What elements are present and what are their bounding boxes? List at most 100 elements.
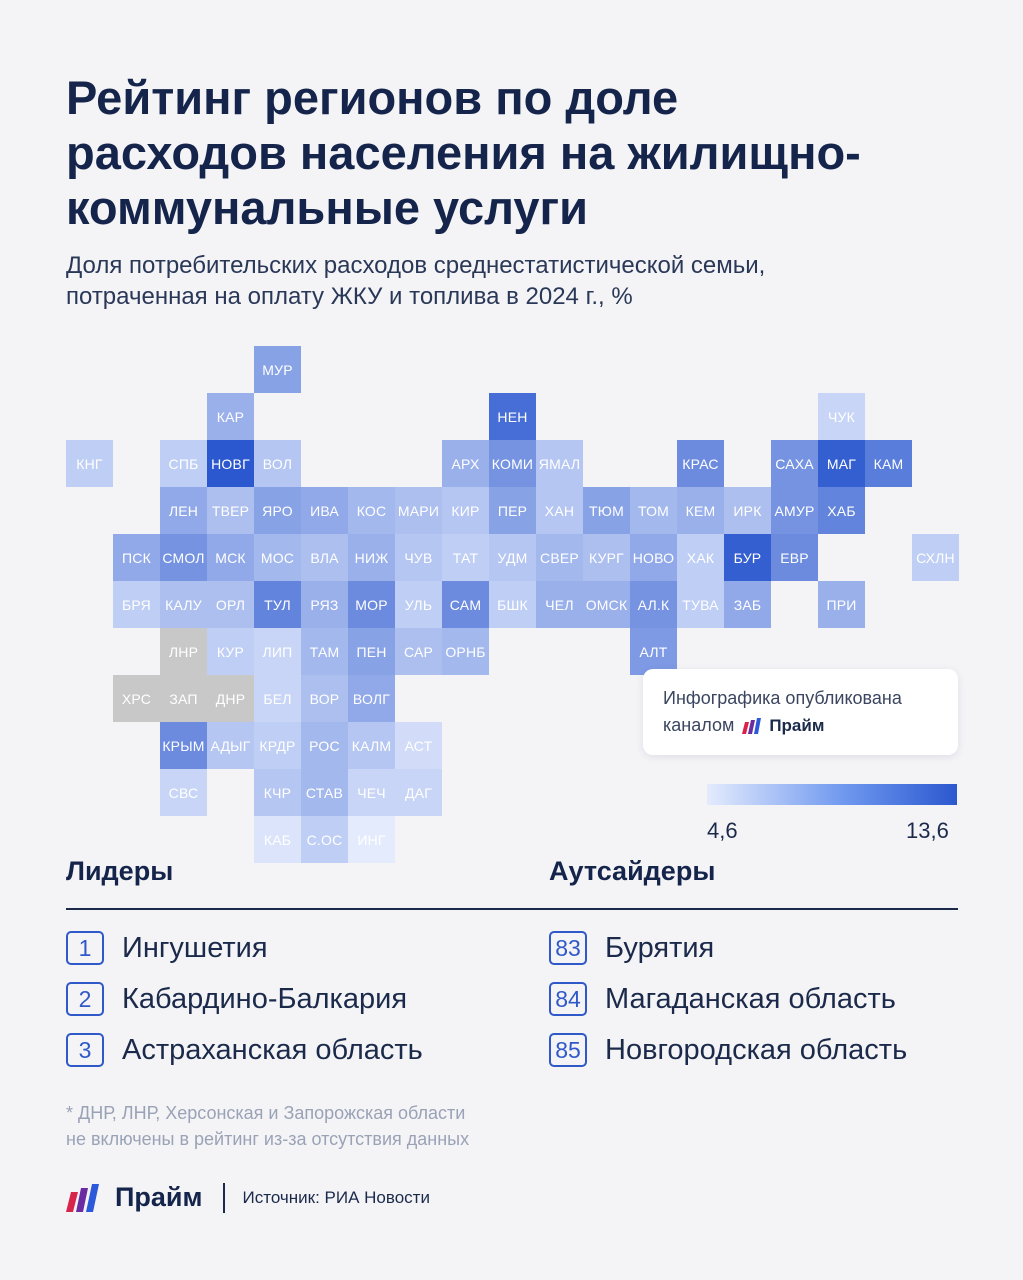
- region-tile: АМУР: [771, 487, 818, 534]
- region-tile: ЧУВ: [395, 534, 442, 581]
- region-tile: САХА: [771, 440, 818, 487]
- region-tile: ПРИ: [818, 581, 865, 628]
- legend-min: 4,6: [707, 818, 738, 843]
- region-name: Ингушетия: [122, 931, 268, 964]
- region-tile: ЛИП: [254, 628, 301, 675]
- region-tile: БУР: [724, 534, 771, 581]
- region-tile: КАЛУ: [160, 581, 207, 628]
- prime-logo-icon: [66, 1183, 106, 1212]
- region-tile: САР: [395, 628, 442, 675]
- region-tile: КНГ: [66, 440, 113, 487]
- region-tile: ТАМ: [301, 628, 348, 675]
- region-tile: ТВЕР: [207, 487, 254, 534]
- region-tile: АДЫГ: [207, 722, 254, 769]
- region-tile: БРЯ: [113, 581, 160, 628]
- region-tile: НИЖ: [348, 534, 395, 581]
- region-tile: САМ: [442, 581, 489, 628]
- region-tile: КАМ: [865, 440, 912, 487]
- region-tile: МАРИ: [395, 487, 442, 534]
- region-tile: ЧЕЛ: [536, 581, 583, 628]
- region-tile: ОРНБ: [442, 628, 489, 675]
- region-tile: КАБ: [254, 816, 301, 863]
- region-tile: ИРК: [724, 487, 771, 534]
- region-name: Астраханская область: [122, 1033, 423, 1066]
- outsider-row: 85 Новгородская область: [549, 1033, 907, 1067]
- region-name: Кабардино-Балкария: [122, 982, 408, 1015]
- region-tile: КРДР: [254, 722, 301, 769]
- region-tile: КАЛМ: [348, 722, 395, 769]
- divider: [66, 908, 958, 910]
- prime-logo-icon: [742, 717, 762, 734]
- footnote: * ДНР, ЛНР, Херсонская и Запорожская обл…: [66, 1103, 470, 1149]
- region-tile: КРЫМ: [160, 722, 207, 769]
- region-tile: ЧЕЧ: [348, 769, 395, 816]
- region-tile: ХАБ: [818, 487, 865, 534]
- footer: Прайм Источник: РИА Новости: [66, 1182, 430, 1213]
- region-tile: ЗАП: [160, 675, 207, 722]
- region-tile: МУР: [254, 346, 301, 393]
- region-tile: ТУВА: [677, 581, 724, 628]
- footer-separator: [222, 1182, 225, 1213]
- region-tile: АЛ.К: [630, 581, 677, 628]
- region-tile: ЛНР: [160, 628, 207, 675]
- region-tile: ТЮМ: [583, 487, 630, 534]
- rank-badge: 2: [66, 982, 104, 1016]
- rank-badge: 3: [66, 1033, 104, 1067]
- region-tile: ЯМАЛ: [536, 440, 583, 487]
- region-tile: СХЛН: [912, 534, 959, 581]
- region-tile: С.ОС: [301, 816, 348, 863]
- region-tile: КАР: [207, 393, 254, 440]
- region-tile: СВС: [160, 769, 207, 816]
- callout-brand: Прайм: [742, 712, 824, 739]
- region-tile: ЛЕН: [160, 487, 207, 534]
- rank-badge: 85: [549, 1033, 587, 1067]
- region-tile: ЕВР: [771, 534, 818, 581]
- leader-row: 3 Астраханская область: [66, 1033, 423, 1067]
- rank-badge: 83: [549, 931, 587, 965]
- leader-row: 1 Ингушетия: [66, 931, 268, 965]
- region-tile: ИНГ: [348, 816, 395, 863]
- source-text: Источник: РИА Новости: [242, 1187, 430, 1207]
- region-tile: ХАК: [677, 534, 724, 581]
- region-tile: КОС: [348, 487, 395, 534]
- region-tile: РОС: [301, 722, 348, 769]
- region-tile: ЗАБ: [724, 581, 771, 628]
- region-tile: ВОЛ: [254, 440, 301, 487]
- region-tile: АРХ: [442, 440, 489, 487]
- region-tile: ПЕР: [489, 487, 536, 534]
- region-tile: КРАС: [677, 440, 724, 487]
- legend-max: 13,6: [906, 818, 949, 843]
- region-tile: АЛТ: [630, 628, 677, 675]
- page-title: Рейтинг регионов по доле расходов населе…: [66, 71, 861, 234]
- rank-badge: 1: [66, 931, 104, 965]
- outsiders-heading: Аутсайдеры: [549, 856, 716, 886]
- region-tile: МОР: [348, 581, 395, 628]
- region-tile: ТУЛ: [254, 581, 301, 628]
- region-tile: УЛЬ: [395, 581, 442, 628]
- rank-badge: 84: [549, 982, 587, 1016]
- region-tile: БЕЛ: [254, 675, 301, 722]
- callout-line2: каналом: [663, 715, 735, 735]
- region-tile: УДМ: [489, 534, 536, 581]
- outsider-row: 83 Бурятия: [549, 931, 714, 965]
- region-name: Магаданская область: [605, 982, 896, 1015]
- leader-row: 2 Кабардино-Балкария: [66, 982, 407, 1016]
- region-tile: СПБ: [160, 440, 207, 487]
- region-tile: ТАТ: [442, 534, 489, 581]
- region-tile: ИВА: [301, 487, 348, 534]
- region-tile: БШК: [489, 581, 536, 628]
- legend-gradient: [707, 784, 957, 805]
- region-tile: МСК: [207, 534, 254, 581]
- region-tile: ТОМ: [630, 487, 677, 534]
- region-tile: ВЛА: [301, 534, 348, 581]
- region-tile: ОМСК: [583, 581, 630, 628]
- region-tile: ЯРО: [254, 487, 301, 534]
- region-tile: СМОЛ: [160, 534, 207, 581]
- region-name: Бурятия: [605, 931, 715, 964]
- region-tile: НЕН: [489, 393, 536, 440]
- publication-callout: Инфографика опубликована каналом Прайм: [643, 669, 958, 755]
- region-tile: ЧУК: [818, 393, 865, 440]
- region-tile: РЯЗ: [301, 581, 348, 628]
- region-tile: КУРГ: [583, 534, 630, 581]
- region-tile: ВОР: [301, 675, 348, 722]
